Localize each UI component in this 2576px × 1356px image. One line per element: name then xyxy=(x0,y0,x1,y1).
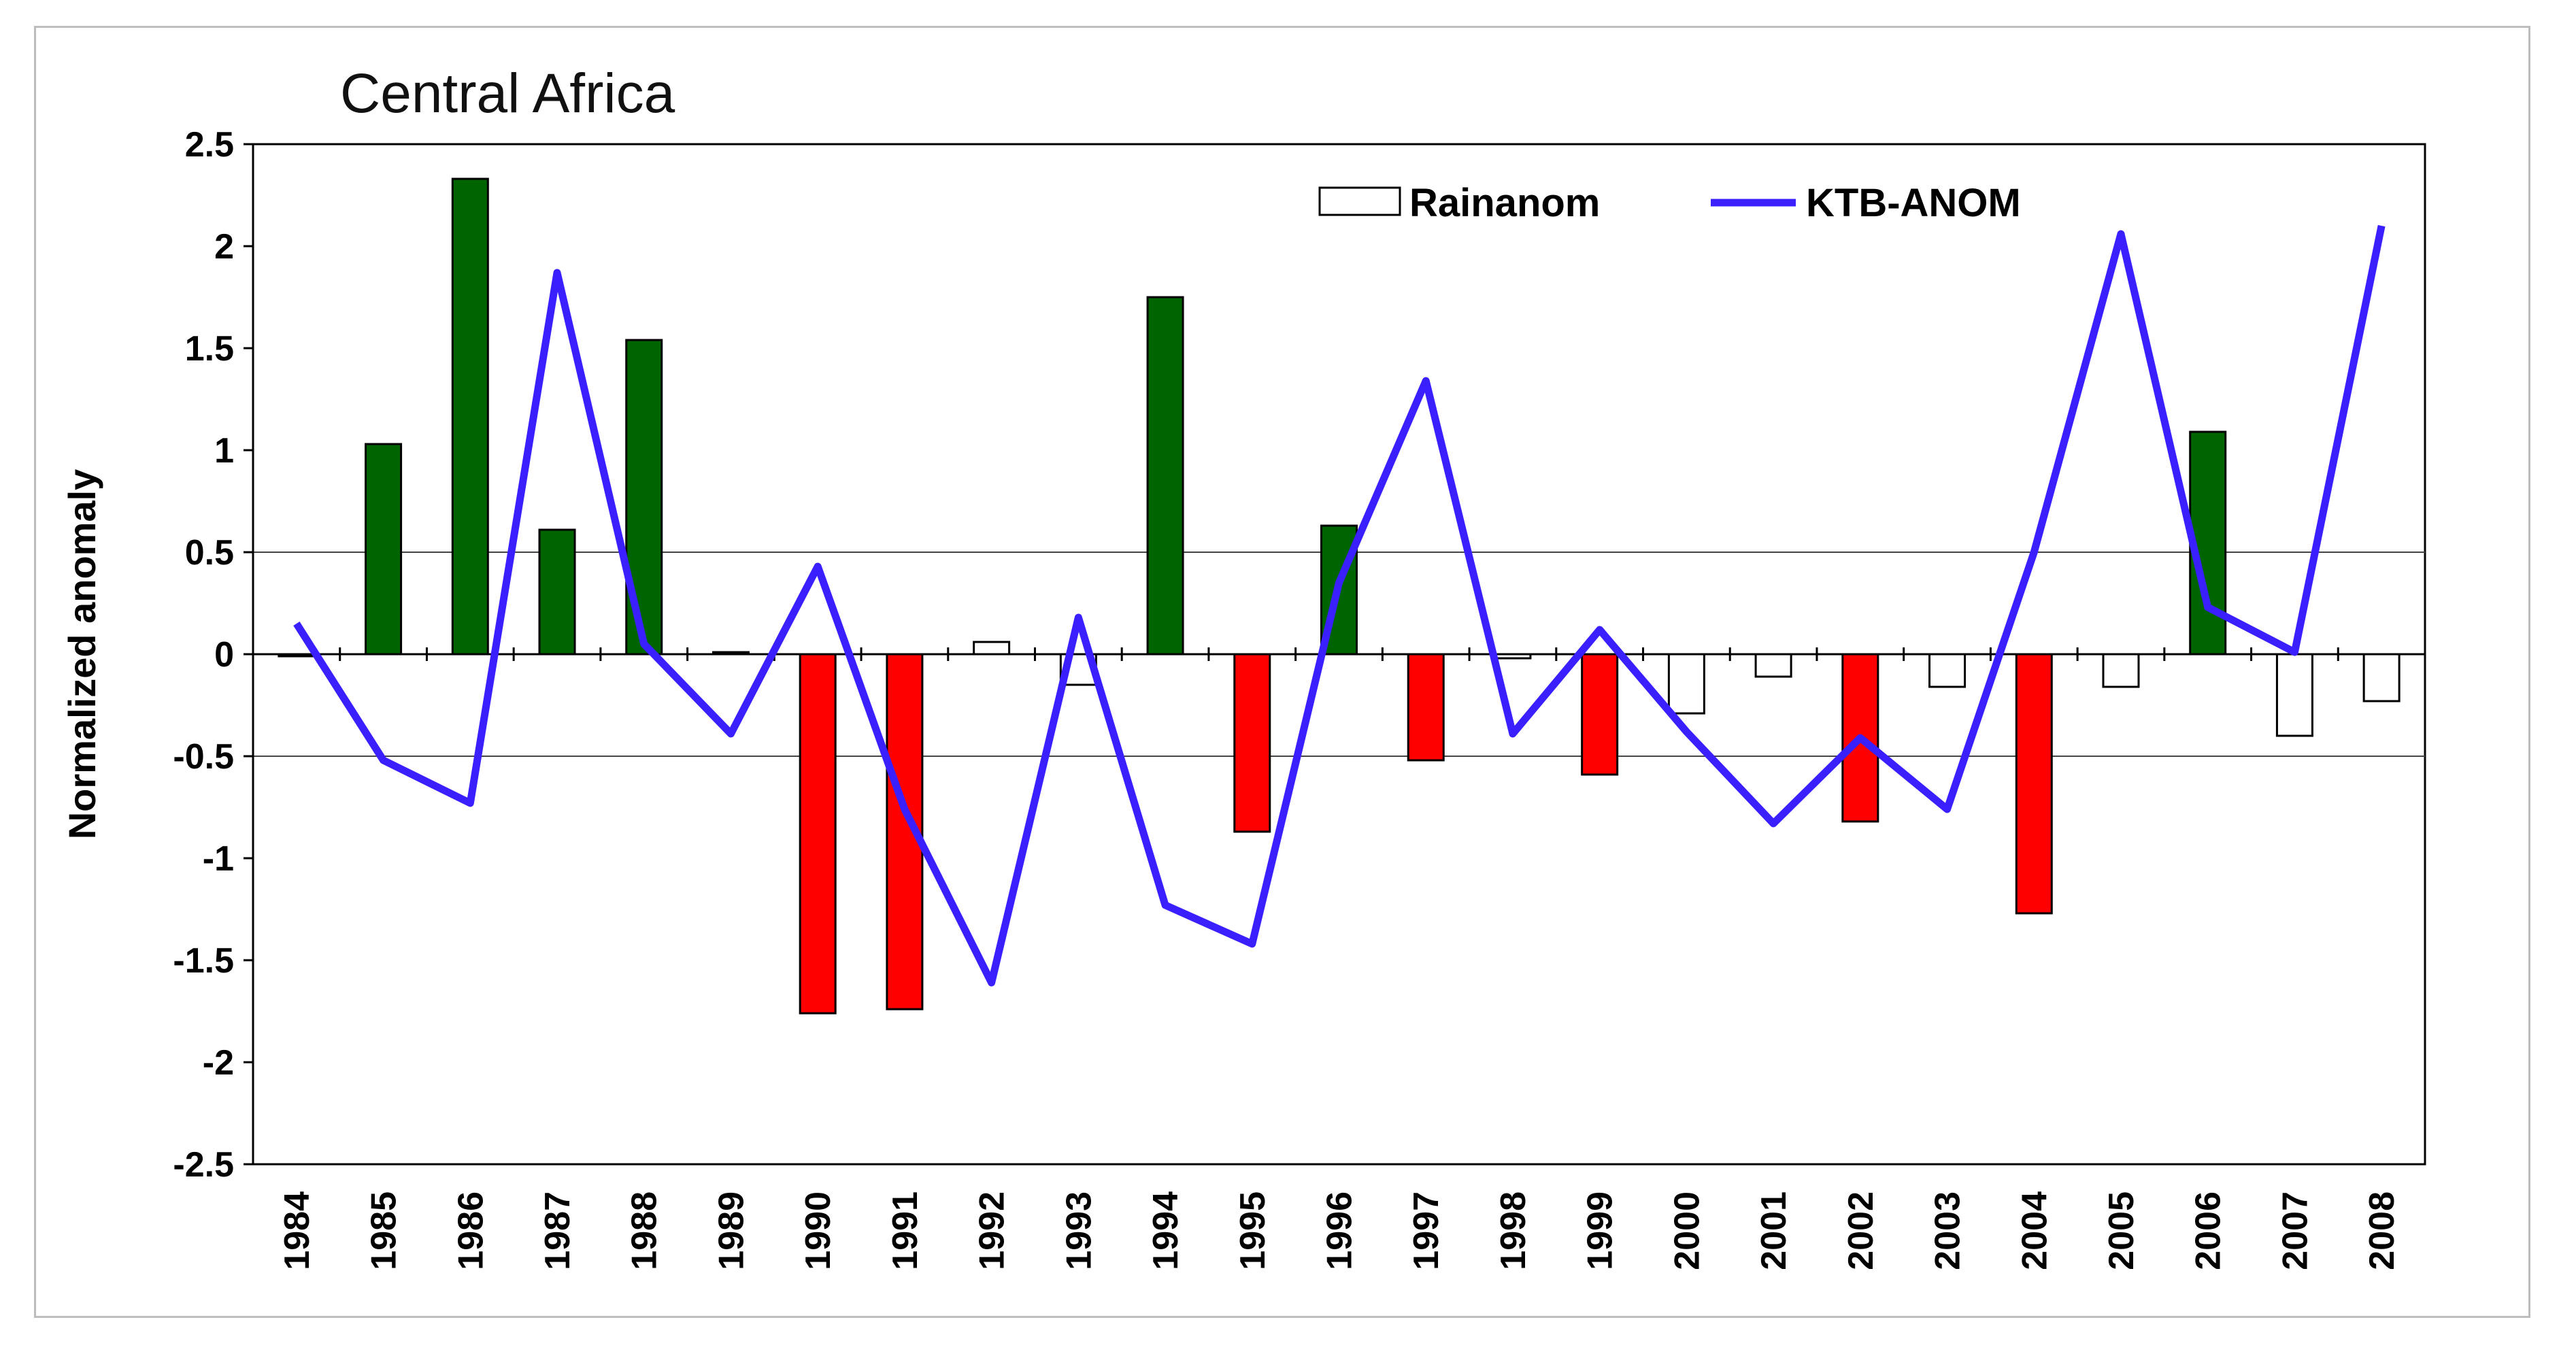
x-ticks: 1984 1985 1986 1987 1988 1989 1990 1991 1992 1993… xyxy=(278,1191,2402,1270)
legend-ktb-anom-label: KTB-ANOM xyxy=(1806,181,2021,225)
x-tick-label: 1996 xyxy=(1320,1191,1360,1270)
x-tick-label: 1988 xyxy=(625,1191,665,1270)
x-tick-label: 2007 xyxy=(2275,1191,2315,1270)
x-tick-label: 1997 xyxy=(1407,1191,1446,1270)
x-tick-label: 1998 xyxy=(1494,1191,1533,1270)
x-tick-label: 1985 xyxy=(365,1191,404,1270)
bar-rainanom-1990 xyxy=(799,653,837,1015)
bar-rainanom-2008 xyxy=(2362,653,2401,702)
chart-frame xyxy=(34,26,2530,1318)
x-tick-label: 1999 xyxy=(1581,1191,1620,1270)
y-ticks: 2.5 2 1.5 1 0.5 0 -0.5 -1 -1.5 -2 -2.5 xyxy=(173,125,253,1185)
bar-rainanom-1992 xyxy=(973,641,1011,656)
axes xyxy=(252,144,2426,1164)
x-tick-label: 1987 xyxy=(538,1191,578,1270)
x-tick-label: 2004 xyxy=(2015,1191,2054,1270)
x-tick-label: 2006 xyxy=(2189,1191,2228,1270)
bar-rainanom-2000 xyxy=(1667,653,1705,715)
bars xyxy=(278,177,2401,1015)
y-tick-label: -2 xyxy=(203,1043,234,1083)
legend-rainanom-swatch xyxy=(1318,186,1401,216)
x-tick-label: 1986 xyxy=(451,1191,490,1270)
x-tick-label: 2003 xyxy=(1928,1191,1968,1270)
y-tick-label: 1 xyxy=(214,431,234,471)
x-tick-label: 1992 xyxy=(973,1191,1012,1270)
y-tick-label: 1.5 xyxy=(185,329,234,369)
bar-rainanom-2004 xyxy=(2015,653,2053,915)
x-tick-label: 2000 xyxy=(1667,1191,1707,1270)
bar-rainanom-1995 xyxy=(1233,653,1271,833)
x-tick-label: 2001 xyxy=(1754,1191,1794,1270)
y-tick-label: 2 xyxy=(214,227,234,267)
x-tick-label: 1990 xyxy=(799,1191,838,1270)
y-tick-label: -0.5 xyxy=(173,737,234,777)
chart-title: Central Africa xyxy=(340,63,675,124)
bar-rainanom-2005 xyxy=(2102,653,2140,688)
legend: Rainanom KTB-ANOM xyxy=(1318,181,2021,225)
legend-rainanom-label: Rainanom xyxy=(1409,181,1600,225)
y-tick-label: -2.5 xyxy=(173,1145,234,1185)
bar-rainanom-1999 xyxy=(1581,653,1619,776)
x-tick-label: 2008 xyxy=(2362,1191,2402,1270)
x-tick-label: 2005 xyxy=(2102,1191,2141,1270)
y-tick-label: 0.5 xyxy=(185,533,234,573)
x-tick-label: 1995 xyxy=(1233,1191,1273,1270)
x-tick-label: 2002 xyxy=(1841,1191,1881,1270)
x-tick-label: 1989 xyxy=(712,1191,751,1270)
bar-rainanom-2003 xyxy=(1928,653,1967,688)
bar-rainanom-2001 xyxy=(1754,653,1792,678)
bar-rainanom-1994 xyxy=(1146,296,1184,656)
x-tick-label: 1993 xyxy=(1059,1191,1099,1270)
y-tick-label: 0 xyxy=(214,635,234,675)
bar-rainanom-1997 xyxy=(1407,653,1445,762)
bar-rainanom-1987 xyxy=(538,528,576,656)
bar-rainanom-1986 xyxy=(451,177,489,656)
bar-rainanom-1985 xyxy=(365,443,403,656)
bar-rainanom-2007 xyxy=(2275,653,2313,737)
x-tick-label: 1994 xyxy=(1146,1191,1186,1270)
x-tick-label: 1984 xyxy=(278,1191,317,1270)
x-tick-label: 1991 xyxy=(886,1191,925,1270)
y-tick-label: -1 xyxy=(203,839,234,879)
y-axis-label: Normalized anomaly xyxy=(61,469,103,840)
y-tick-label: -1.5 xyxy=(173,941,234,981)
ktb-anom-line xyxy=(293,224,2386,987)
y-tick-label: 2.5 xyxy=(185,125,234,165)
